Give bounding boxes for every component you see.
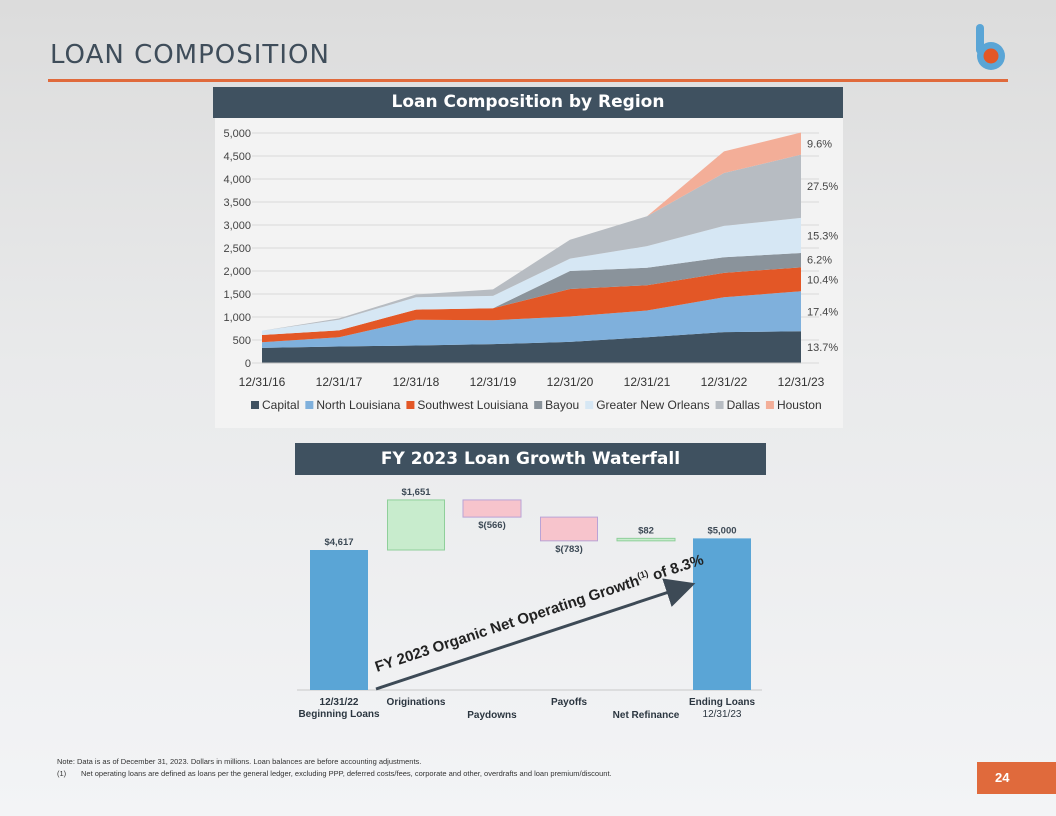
area-chart-panel: 5,000 4,500 4,000 3,500 3,000 2,500 2,000 1,500… <box>215 118 843 428</box>
area-series-southwest-louisiana <box>262 267 801 343</box>
x-tick-label: 12/31/16 <box>239 375 286 389</box>
area-series-dallas <box>262 154 801 331</box>
y-tick-label: 2,000 <box>223 266 251 278</box>
legend-label: Dallas <box>727 398 760 412</box>
y-tick-label: 4,500 <box>223 151 251 163</box>
end-percent-label: 15.3% <box>807 230 838 242</box>
waterfall-category-label: 12/31/22 <box>320 697 359 708</box>
y-tick-label: 3,000 <box>223 220 251 232</box>
y-tick-label: 0 <box>245 358 251 370</box>
legend-swatch <box>715 401 724 409</box>
legend-label: Capital <box>262 398 299 412</box>
legend-item: Southwest Louisiana <box>406 398 528 412</box>
x-tick-label: 12/31/18 <box>393 375 440 389</box>
waterfall-category-label: Originations <box>387 697 446 708</box>
legend-label: Southwest Louisiana <box>417 398 528 412</box>
legend-label: Bayou <box>545 398 579 412</box>
legend-swatch <box>534 401 543 409</box>
page-number: 24 <box>977 762 1056 794</box>
y-tick-label: 3,500 <box>223 197 251 209</box>
x-tick-label: 12/31/23 <box>778 375 825 389</box>
company-logo <box>976 24 1005 70</box>
end-percent-label: 13.7% <box>807 342 838 354</box>
area-series-greater-new-orleans <box>262 217 801 335</box>
legend-swatch <box>765 401 774 409</box>
waterfall-data-label: $1,651 <box>401 487 431 498</box>
area-series-houston <box>262 132 801 331</box>
x-tick-label: 12/31/19 <box>470 375 517 389</box>
legend-swatch <box>406 401 415 409</box>
legend-item: Houston <box>765 398 822 412</box>
legend-item: Capital <box>251 398 299 412</box>
y-tick-label: 1,000 <box>223 312 251 324</box>
x-tick-label: 12/31/22 <box>701 375 748 389</box>
x-tick-label: 12/31/20 <box>547 375 594 389</box>
legend-label: North Louisiana <box>316 398 400 412</box>
waterfall-category-label: Net Refinance <box>613 710 680 721</box>
x-tick-label: 12/31/21 <box>624 375 671 389</box>
legend-label: Greater New Orleans <box>596 398 709 412</box>
area-chart-title: Loan Composition by Region <box>391 92 665 112</box>
footnotes: Note: Data is as of December 31, 2023. D… <box>57 756 612 780</box>
footnote-1-marker: (1) <box>57 769 67 778</box>
legend-item: Dallas <box>715 398 760 412</box>
y-tick-label: 4,000 <box>223 174 251 186</box>
waterfall-data-label: $82 <box>638 525 654 536</box>
waterfall-data-label: $5,000 <box>707 525 736 536</box>
x-tick-label: 12/31/17 <box>316 375 363 389</box>
area-series-north-louisiana <box>262 291 801 348</box>
waterfall-data-label: $(783) <box>555 544 582 555</box>
end-percent-label: 27.5% <box>807 181 838 193</box>
legend-swatch <box>585 401 594 409</box>
area-series-bayou <box>262 253 801 335</box>
waterfall-data-label: $(566) <box>478 520 505 531</box>
growth-annotation-footnote: (1) <box>636 568 650 581</box>
end-percent-label: 10.4% <box>807 274 838 286</box>
waterfall-chart-title: FY 2023 Loan Growth Waterfall <box>380 449 681 469</box>
legend-swatch <box>251 401 259 409</box>
footnote-1: (1) Net operating loans are defined as lo… <box>57 768 612 780</box>
y-tick-label: 1,500 <box>223 289 251 301</box>
legend-item: Greater New Orleans <box>585 398 710 412</box>
legend-label: Houston <box>777 398 822 412</box>
waterfall-bar <box>462 499 522 518</box>
waterfall-bar <box>310 550 368 690</box>
legend-swatch <box>305 401 314 409</box>
footnote-1-text: Net operating loans are defined as loans… <box>81 769 612 778</box>
end-percent-label: 9.6% <box>807 139 832 151</box>
y-tick-label: 500 <box>233 335 251 347</box>
y-tick-label: 2,500 <box>223 243 251 255</box>
area-chart-header: Loan Composition by Region <box>213 87 843 118</box>
waterfall-data-label: $4,617 <box>324 537 353 548</box>
waterfall-category-label: Beginning Loans <box>298 709 380 720</box>
waterfall-bar <box>693 538 751 690</box>
waterfall-category-label: Paydowns <box>467 710 517 721</box>
legend-item: Bayou <box>534 398 579 412</box>
title-rule <box>48 79 1008 82</box>
waterfall-chart-header: FY 2023 Loan Growth Waterfall <box>295 443 766 475</box>
waterfall-category-label: Payoffs <box>551 697 588 708</box>
y-tick-label: 5,000 <box>223 128 251 140</box>
legend-item: North Louisiana <box>305 398 401 412</box>
area-series-capital <box>262 331 801 363</box>
footnote-note: Note: Data is as of December 31, 2023. D… <box>57 757 422 766</box>
waterfall-bar <box>616 537 676 542</box>
waterfall-bar <box>387 499 445 551</box>
growth-annotation-text: FY 2023 Organic Net Operating Growth <box>373 573 642 676</box>
end-percent-label: 17.4% <box>807 306 838 318</box>
waterfall-bar <box>540 516 598 542</box>
end-percent-label: 6.2% <box>807 254 832 266</box>
growth-annotation: FY 2023 Organic Net Operating Growth(1) … <box>373 550 706 675</box>
page-title: LOAN COMPOSITION <box>50 40 330 70</box>
area-chart: 5,000 4,500 4,000 3,500 3,000 2,500 2,000 1,500… <box>223 128 838 412</box>
waterfall-category-label: 12/31/23 <box>703 709 742 720</box>
growth-arrow <box>375 578 696 691</box>
waterfall-category-label: Ending Loans <box>689 697 756 708</box>
